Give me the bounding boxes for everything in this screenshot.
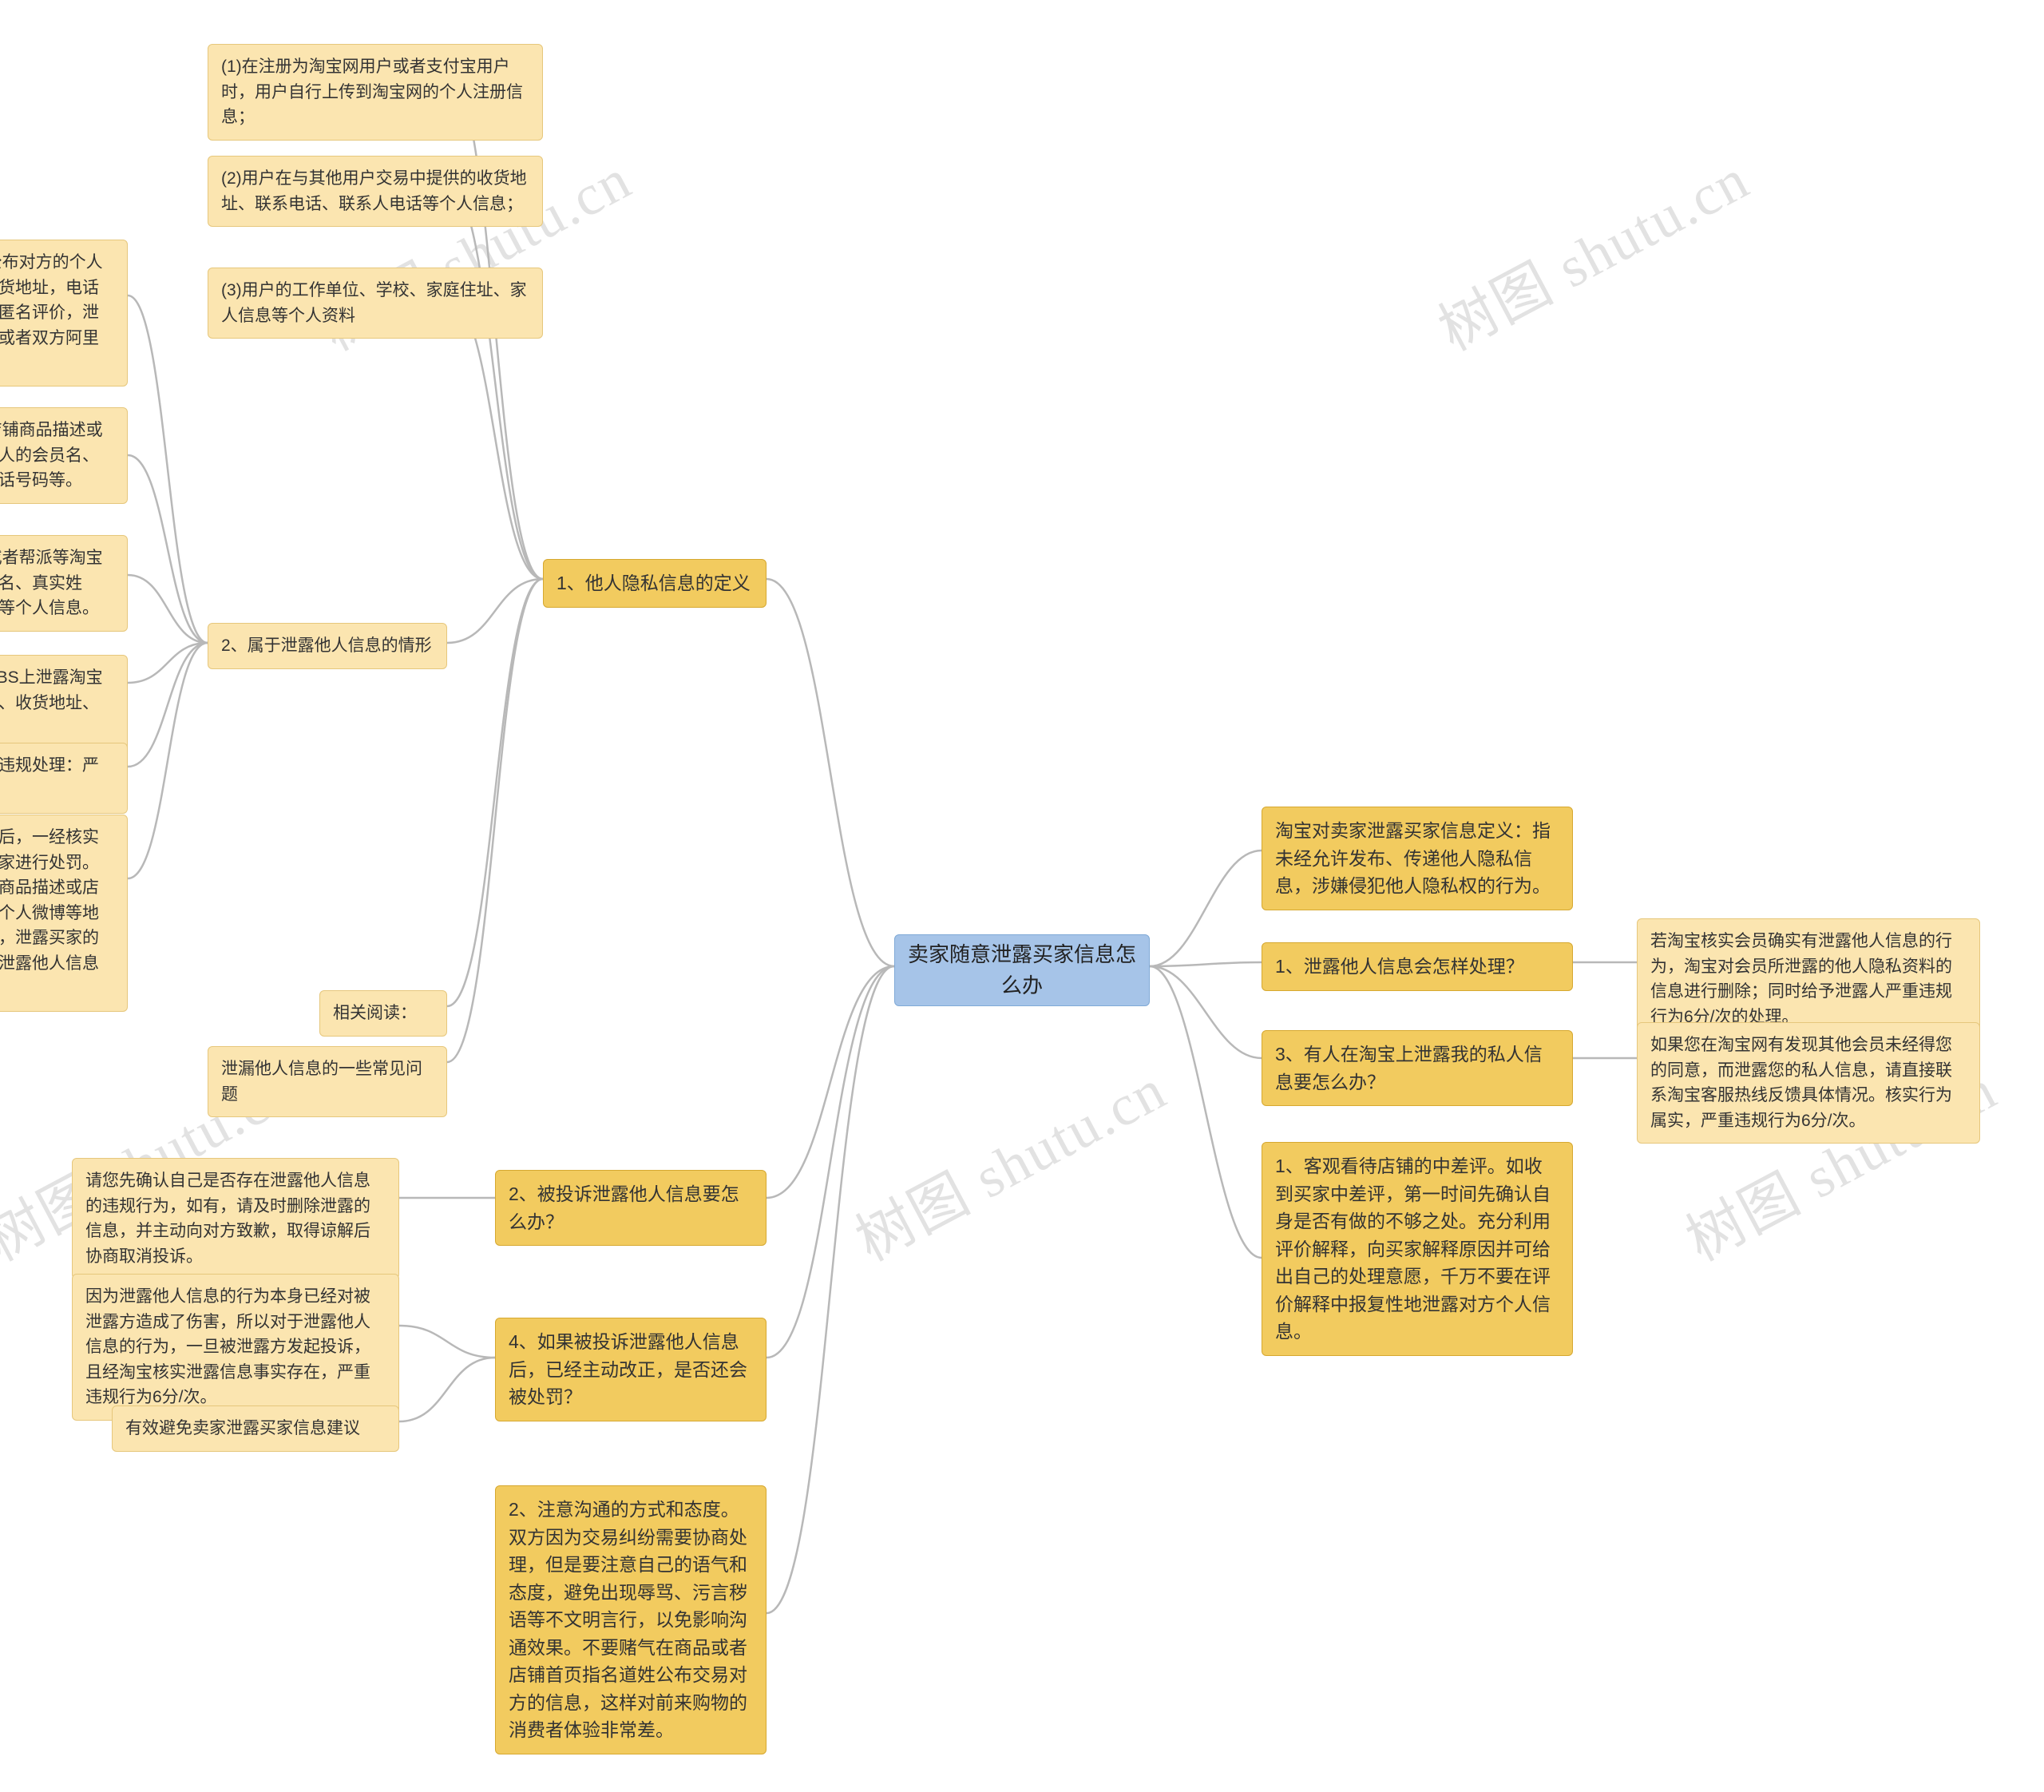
right-r1[interactable]: 淘宝对卖家泄露买家信息定义：指未经允许发布、传递他人隐私信息，涉嫌侵犯他人隐私权… <box>1262 807 1573 910</box>
root-node[interactable]: 卖家随意泄露买家信息怎么办 <box>894 934 1150 1006</box>
left-b1-c6[interactable]: 泄漏他人信息的一些常见问题 <box>208 1046 447 1117</box>
left-b1-c4[interactable]: 2、属于泄露他人信息的情形 <box>208 623 447 669</box>
left-b1-c4-3[interactable]: (3)通过淘宝社区、论坛或者帮派等淘宝范围发帖公布他人的会员名、真实姓名、收货地… <box>0 535 128 632</box>
left-b2-c1[interactable]: 请您先确认自己是否存在泄露他人信息的违规行为，如有，请及时删除泄露的信息，并主动… <box>72 1158 399 1279</box>
mindmap-canvas: 树图 shutu.cn 树图 shutu.cn 树图 shutu.cn 树图 s… <box>0 0 2044 1792</box>
left-b1-c4-6[interactable]: 淘宝网收到买家此类投诉后，一经核实后会对存在泄露信息的卖家进行处罚。卖家如通过在… <box>0 815 128 1012</box>
left-b4-c1[interactable]: 因为泄露他人信息的行为本身已经对被泄露方造成了伤害，所以对于泄露他人信息的行为，… <box>72 1274 399 1421</box>
left-b4-c2[interactable]: 有效避免卖家泄露买家信息建议 <box>112 1405 399 1452</box>
left-b4[interactable]: 4、如果被投诉泄露他人信息后，已经主动改正，是否还会被处罚？ <box>495 1318 766 1421</box>
left-b1-c2[interactable]: (2)用户在与其他用户交易中提供的收货地址、联系电话、联系人电话等个人信息； <box>208 156 543 227</box>
left-b1-c4-5[interactable]: 淘宝对卖家泄露买家信息违规处理：严重违规扣6分/次。 <box>0 743 128 814</box>
left-b1-c4-1[interactable]: (1)在评价、评价解释中公布对方的个人信息，如收货人姓名、收货地址，电话号码等个… <box>0 240 128 387</box>
watermark: 树图 shutu.cn <box>838 1043 1178 1277</box>
left-b5[interactable]: 2、注意沟通的方式和态度。双方因为交易纠纷需要协商处理，但是要注意自己的语气和态… <box>495 1485 766 1754</box>
watermark: 树图 shutu.cn <box>1421 133 1761 367</box>
right-r2[interactable]: 1、泄露他人信息会怎样处理？ <box>1262 942 1573 991</box>
right-r3[interactable]: 3、有人在淘宝上泄露我的私人信息要怎么办？ <box>1262 1030 1573 1106</box>
left-b2[interactable]: 2、被投诉泄露他人信息要怎么办？ <box>495 1170 766 1246</box>
left-b1-c4-2[interactable]: (2)在个人微博、博客、店铺商品描述或者店铺首页公告中泄露他人的会员名、真实姓名… <box>0 407 128 504</box>
left-b1-c4-4[interactable]: (4)在其他网站、社区、BBS上泄露淘宝会员的会员名、真实姓名、收货地址、电话号… <box>0 655 128 751</box>
left-b1-c5[interactable]: 相关阅读： <box>319 990 447 1037</box>
right-r4[interactable]: 1、客观看待店铺的中差评。如收到买家中差评，第一时间先确认自身是否有做的不够之处… <box>1262 1142 1573 1356</box>
right-r3-c1[interactable]: 如果您在淘宝网有发现其他会员未经得您的同意，而泄露您的私人信息，请直接联系淘宝客… <box>1637 1022 1980 1144</box>
left-b1-c3[interactable]: (3)用户的工作单位、学校、家庭住址、家人信息等个人资料 <box>208 268 543 339</box>
left-b1-c1[interactable]: (1)在注册为淘宝网用户或者支付宝用户时，用户自行上传到淘宝网的个人注册信息； <box>208 44 543 141</box>
left-b1[interactable]: 1、他人隐私信息的定义 <box>543 559 766 608</box>
